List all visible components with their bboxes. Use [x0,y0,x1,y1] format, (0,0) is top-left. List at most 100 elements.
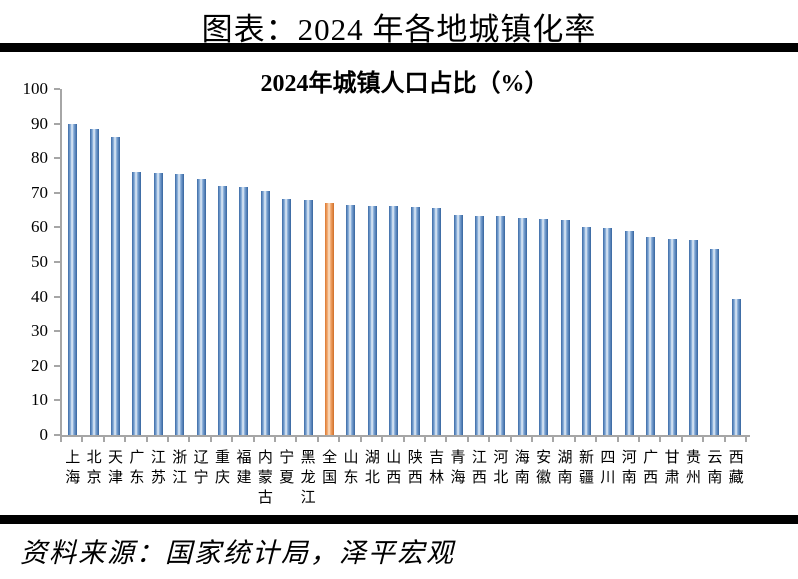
x-category-label: 河北 [493,450,509,486]
chart-bar [260,191,270,435]
x-category-label: 河南 [621,450,637,486]
x-tick-mark [423,437,426,442]
y-axis-line [60,89,62,437]
x-tick-mark [81,437,84,442]
chart-bar [153,173,163,435]
chart-bar [410,206,420,435]
x-tick-mark [723,437,726,442]
x-category-label: 广西 [643,450,659,486]
x-category-label: 浙江 [172,450,188,486]
y-tick-mark [54,261,60,263]
y-tick-label: 80 [31,148,48,168]
y-tick-mark [54,434,60,436]
x-category-label: 全国 [322,450,338,486]
y-tick-mark [54,295,60,298]
y-tick-label: 10 [31,390,48,410]
chart-bar [688,239,698,435]
y-tick-mark [54,226,60,229]
x-tick-mark [381,437,384,442]
x-tick-mark [209,437,212,442]
y-tick-label: 0 [39,425,49,444]
y-tick-mark [54,122,60,125]
x-category-label: 青海 [450,450,466,486]
chart-bar [517,217,527,435]
chart-bar [303,200,313,435]
chart-bar [346,205,356,435]
chart-bar [218,185,228,435]
chart-bar [239,186,249,435]
x-axis-line [60,435,750,437]
x-category-label: 北京 [86,450,102,486]
chart-bar [474,215,484,435]
x-category-label: 江苏 [150,450,166,486]
chart-bar [624,231,634,435]
y-tick-label: 30 [31,321,48,341]
chart-bar [731,299,741,435]
x-tick-mark [252,437,255,442]
x-tick-mark [659,437,662,442]
x-category-label: 湖南 [557,450,573,486]
chart-bar [560,220,570,435]
x-category-label: 重庆 [215,450,231,486]
chart-bar [496,216,506,435]
y-tick-label: 60 [31,217,48,237]
x-tick-mark [637,437,640,442]
top-divider [0,43,798,52]
x-category-label: 陕西 [407,450,423,486]
x-category-label: 山西 [386,450,402,486]
x-category-label: 上海 [65,450,81,486]
x-tick-mark [445,437,448,442]
y-tick-mark [54,157,60,160]
chart-bar [646,237,656,435]
y-tick-mark [54,191,60,194]
x-tick-mark [60,437,62,442]
x-category-label: 海南 [514,450,530,486]
y-tick-label: 100 [22,79,49,98]
page-title: 图表：2024 年各地城镇化率 [201,12,597,47]
x-tick-mark [552,437,555,442]
chart-bar [196,178,206,435]
chart-bar [539,219,549,435]
x-category-label: 福建 [236,450,252,486]
x-tick-mark [509,437,512,442]
x-category-label: 贵州 [685,450,701,486]
x-tick-mark [102,437,105,442]
x-category-label: 云南 [707,450,723,486]
x-category-label: 天津 [108,450,124,486]
x-tick-mark [488,437,491,442]
y-tick-mark [54,88,60,90]
y-tick-label: 20 [31,355,48,375]
chart-bar [603,227,613,435]
bottom-divider [0,515,798,524]
x-category-label: 宁夏 [279,450,295,486]
x-tick-mark [124,437,127,442]
x-category-label: 黑龙江 [300,450,316,506]
x-tick-mark [274,437,277,442]
chart-bar-national [325,203,335,435]
chart-bar [89,129,99,435]
y-tick-label: 40 [31,286,48,306]
x-tick-mark [402,437,405,442]
x-tick-mark [295,437,298,442]
x-tick-mark [530,437,533,442]
x-tick-mark [167,437,170,442]
x-tick-mark [702,437,705,442]
x-category-label: 广东 [129,450,145,486]
x-category-label: 吉林 [429,450,445,486]
chart-bar [111,137,121,435]
x-category-label: 内蒙古 [257,450,273,506]
x-tick-mark [595,437,598,442]
x-tick-mark [145,437,148,442]
chart-bar [710,248,720,435]
chart-bar [453,214,463,435]
chart-bar [367,205,377,435]
y-tick-label: 90 [31,113,48,133]
x-category-label: 湖北 [364,450,380,486]
x-tick-mark [188,437,191,442]
x-tick-mark [466,437,469,442]
x-tick-mark [616,437,619,442]
x-tick-mark [680,437,683,442]
x-category-label: 安徽 [536,450,552,486]
chart-title: 2024年城镇人口占比（%） [260,71,549,97]
